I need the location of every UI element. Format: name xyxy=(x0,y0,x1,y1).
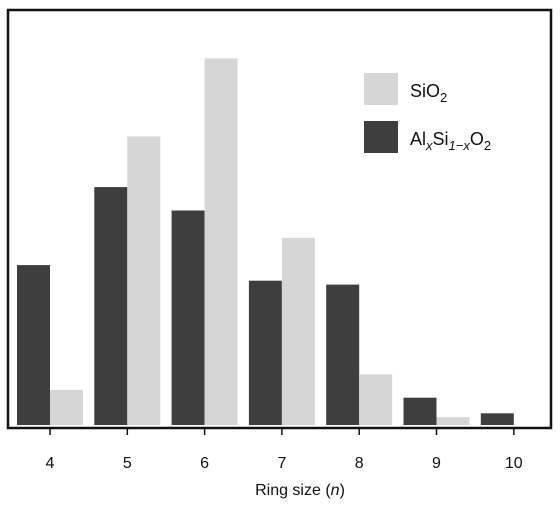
x-tick-label-10: 10 xyxy=(505,455,523,472)
x-tick-label-8: 8 xyxy=(355,455,364,472)
legend-label-alsio2-x: x xyxy=(425,138,433,153)
bar-sio2-n7 xyxy=(281,237,315,425)
x-tick-label-6: 6 xyxy=(200,455,209,472)
bar-alsio2-n9 xyxy=(403,397,437,425)
bar-sio2-n5 xyxy=(127,136,161,425)
legend-label-sio2-sub: 2 xyxy=(440,90,447,105)
bar-alsio2-n10 xyxy=(480,413,514,425)
bar-sio2-n6 xyxy=(204,58,238,426)
bar-alsio2-n4 xyxy=(17,265,50,425)
x-axis-title-text: Ring size xyxy=(255,482,321,499)
legend-label-alsio2-al: Al xyxy=(410,129,426,149)
legend-label-alsio2-o: O xyxy=(470,129,484,149)
x-tick-label-4: 4 xyxy=(46,455,55,472)
legend-label-sio2-base: SiO xyxy=(410,81,440,101)
bar-sio2-n4 xyxy=(50,389,83,425)
bar-alsio2-n7 xyxy=(248,280,282,425)
x-tick-label-9: 9 xyxy=(432,455,441,472)
legend-label-alsio2: AlxSi1−xO2 xyxy=(410,129,491,153)
bar-alsio2-n8 xyxy=(326,284,360,425)
legend: SiO2 AlxSi1−xO2 xyxy=(364,73,491,153)
legend-label-alsio2-2: 2 xyxy=(484,138,491,153)
legend-swatch-sio2 xyxy=(364,73,398,105)
bar-sio2-n9 xyxy=(436,417,470,425)
bar-sio2-n8 xyxy=(359,374,393,425)
legend-label-alsio2-si: Si xyxy=(433,129,449,149)
x-tick-label-7: 7 xyxy=(277,455,286,472)
legend-swatch-alsio2 xyxy=(364,121,398,153)
x-axis-ticks: 4 5 6 7 8 9 10 xyxy=(46,428,523,472)
x-axis-title: Ring size (n) xyxy=(255,482,345,499)
x-tick-label-5: 5 xyxy=(123,455,132,472)
bars-group xyxy=(17,58,514,426)
bar-alsio2-n5 xyxy=(94,187,128,425)
bar-alsio2-n6 xyxy=(171,210,205,425)
legend-label-alsio2-1mx: 1−x xyxy=(449,138,471,153)
legend-label-sio2: SiO2 xyxy=(410,81,447,105)
x-axis-title-var: n xyxy=(331,482,340,499)
plot-frame xyxy=(6,8,553,430)
